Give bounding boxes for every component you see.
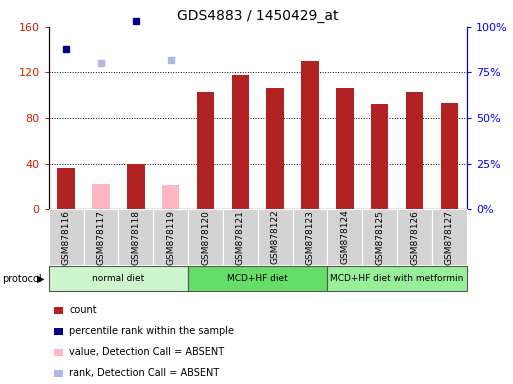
Bar [232, 75, 249, 209]
Text: GSM878120: GSM878120 [201, 210, 210, 265]
Text: GSM878123: GSM878123 [306, 210, 314, 265]
Text: GSM878116: GSM878116 [62, 210, 71, 265]
Text: normal diet: normal diet [92, 274, 145, 283]
Text: GSM878126: GSM878126 [410, 210, 419, 265]
Text: GSM878119: GSM878119 [166, 210, 175, 265]
Text: GSM878124: GSM878124 [341, 210, 349, 265]
Bar [441, 103, 458, 209]
Bar [301, 61, 319, 209]
Text: GSM878121: GSM878121 [236, 210, 245, 265]
Text: rank, Detection Call = ABSENT: rank, Detection Call = ABSENT [69, 368, 220, 379]
Text: MCD+HF diet: MCD+HF diet [227, 274, 288, 283]
Text: GSM878125: GSM878125 [375, 210, 384, 265]
Bar [92, 184, 110, 209]
Text: GSM878117: GSM878117 [96, 210, 106, 265]
Text: MCD+HF diet with metformin: MCD+HF diet with metformin [330, 274, 464, 283]
Bar [371, 104, 388, 209]
Text: GSM878127: GSM878127 [445, 210, 454, 265]
Bar [197, 92, 214, 209]
Text: percentile rank within the sample: percentile rank within the sample [69, 326, 234, 336]
Text: ▶: ▶ [37, 273, 45, 284]
Text: count: count [69, 305, 97, 315]
Bar [266, 88, 284, 209]
Text: value, Detection Call = ABSENT: value, Detection Call = ABSENT [69, 347, 224, 358]
Text: protocol: protocol [3, 273, 42, 284]
Bar [127, 164, 145, 209]
Bar [162, 185, 180, 209]
Bar [57, 168, 75, 209]
Title: GDS4883 / 1450429_at: GDS4883 / 1450429_at [177, 9, 339, 23]
Bar [406, 92, 423, 209]
Bar [336, 88, 353, 209]
Text: GSM878122: GSM878122 [271, 210, 280, 265]
Text: GSM878118: GSM878118 [131, 210, 141, 265]
